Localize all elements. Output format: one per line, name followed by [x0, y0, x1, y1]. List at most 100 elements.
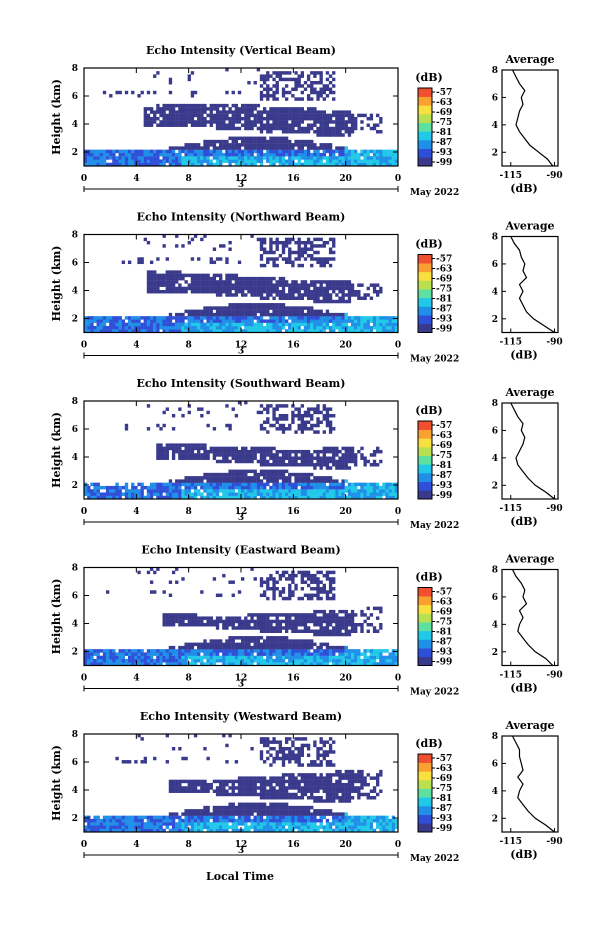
x-tick-label: 20	[339, 674, 352, 684]
profile-line	[511, 735, 555, 833]
x-tick-label: 8	[186, 840, 192, 850]
colorbar-tick-label: -87	[436, 471, 452, 481]
day-label: 3	[238, 846, 244, 856]
colorbar-swatch	[418, 429, 432, 439]
profile-title: Average	[504, 719, 554, 732]
colorbar-tick-label: -99	[436, 325, 452, 335]
profile-y-tick-label: 2	[492, 481, 498, 491]
panel-title: Echo Intensity (Vertical Beam)	[146, 44, 336, 57]
colorbar-swatch	[418, 96, 432, 106]
x-tick-label: 8	[186, 674, 192, 684]
profile-y-tick-label: 2	[492, 648, 498, 658]
x-tick-label: 4	[133, 840, 139, 850]
y-tick-label: 4	[72, 620, 78, 630]
x-tick-label: 12	[235, 840, 248, 850]
x-tick-label: 20	[339, 507, 352, 517]
colorbar-swatch	[418, 447, 432, 456]
x-tick-label: 12	[235, 174, 248, 184]
y-tick-label: 8	[72, 564, 78, 574]
y-tick-label: 4	[72, 453, 78, 463]
colorbar-tick-label: -87	[436, 804, 452, 814]
colorbar-tick-label: -99	[436, 158, 452, 168]
profile-y-tick-label: 6	[492, 593, 498, 603]
panel-title: Echo Intensity (Westward Beam)	[140, 710, 342, 723]
y-tick-label: 2	[72, 648, 78, 658]
x-tick-label: 0	[81, 840, 87, 850]
x-tick-label: 8	[186, 174, 192, 184]
colorbar-unit: (dB)	[415, 71, 442, 84]
x-tick-label: 0	[395, 674, 401, 684]
colorbar-swatch	[418, 596, 432, 606]
colorbar-tick-label: -81	[436, 461, 452, 471]
date-label: May 2022	[410, 188, 459, 198]
y-tick-label: 2	[72, 814, 78, 824]
profile-x-tick-label: -90	[546, 837, 562, 847]
heatmap-field	[84, 234, 399, 333]
date-label: May 2022	[410, 854, 459, 864]
colorbar-swatch	[418, 105, 432, 115]
profile-line	[511, 69, 554, 167]
colorbar-swatch	[418, 306, 432, 316]
colorbar-frame	[417, 587, 433, 666]
x-tick-label: 16	[287, 674, 300, 684]
colorbar-swatch	[418, 122, 432, 132]
panel-title: Echo Intensity (Southward Beam)	[137, 377, 346, 390]
colorbar-tick-label: -75	[436, 118, 452, 128]
profile-x-tick-label: -90	[546, 171, 562, 181]
panel-4: Echo Intensity (Westward Beam) 2 4 6 8 Height…	[50, 710, 563, 864]
x-tick-label: 4	[133, 507, 139, 517]
profile-y-tick-label: 4	[492, 287, 498, 297]
x-axis-label: Local Time	[206, 870, 274, 883]
colorbar-swatch	[418, 587, 432, 597]
profile-x-tick-label: -115	[499, 504, 522, 514]
colorbar-swatch	[418, 473, 432, 482]
profile-y-tick-label: 2	[492, 315, 498, 325]
day-label: 3	[238, 680, 244, 690]
colorbar-swatch	[418, 771, 432, 781]
profile-y-tick-label: 8	[492, 399, 498, 409]
profile-y-tick-label: 2	[492, 814, 498, 824]
profile-line	[510, 236, 555, 334]
panel-0: Echo Intensity (Vertical Beam) 2 4 6 8 Height…	[50, 44, 563, 198]
panel-title: Echo Intensity (Eastward Beam)	[141, 544, 340, 557]
profile-x-label: (dB)	[510, 182, 537, 195]
colorbar-tick-label: -69	[436, 608, 452, 618]
colorbar	[418, 587, 432, 666]
heatmap-field	[84, 567, 399, 666]
colorbar	[418, 754, 432, 833]
day-label: 3	[238, 513, 244, 523]
colorbar-tick-label: -81	[436, 128, 452, 138]
colorbar-swatch	[418, 613, 432, 623]
colorbar-tick-label: -69	[436, 275, 452, 285]
profile-line	[510, 402, 555, 500]
profile-y-tick-label: 8	[492, 732, 498, 742]
profile-x-label: (dB)	[510, 682, 537, 695]
profile-frame	[501, 735, 559, 833]
colorbar-tick-label: -81	[436, 794, 452, 804]
colorbar-tick-label: -75	[436, 451, 452, 461]
x-tick-label: 16	[287, 174, 300, 184]
profile-y-tick-label: 6	[492, 260, 498, 270]
x-tick-label: 0	[81, 174, 87, 184]
profile-y-tick-label: 4	[492, 787, 498, 797]
colorbar-tick-label: -57	[436, 754, 452, 764]
profile-x-tick-label: -90	[546, 338, 562, 348]
colorbar-swatch	[418, 148, 432, 158]
y-tick-label: 6	[72, 592, 78, 602]
profile-title: Average	[504, 53, 554, 66]
colorbar-swatch	[418, 814, 432, 824]
colorbar-tick-label: -69	[436, 441, 452, 451]
profile-y-tick-label: 4	[492, 121, 498, 131]
x-tick-label: 4	[133, 674, 139, 684]
colorbar-swatch	[418, 481, 432, 491]
day-label: 3	[238, 347, 244, 357]
colorbar-swatch	[418, 639, 432, 649]
colorbar-swatch	[418, 315, 432, 325]
colorbar-tick-label: -57	[436, 88, 452, 98]
profile-x-tick-label: -90	[546, 504, 562, 514]
y-tick-label: 6	[72, 758, 78, 768]
profile-x-tick-label: -115	[499, 671, 522, 681]
profile-y-tick-label: 8	[492, 66, 498, 76]
y-tick-label: 4	[72, 786, 78, 796]
